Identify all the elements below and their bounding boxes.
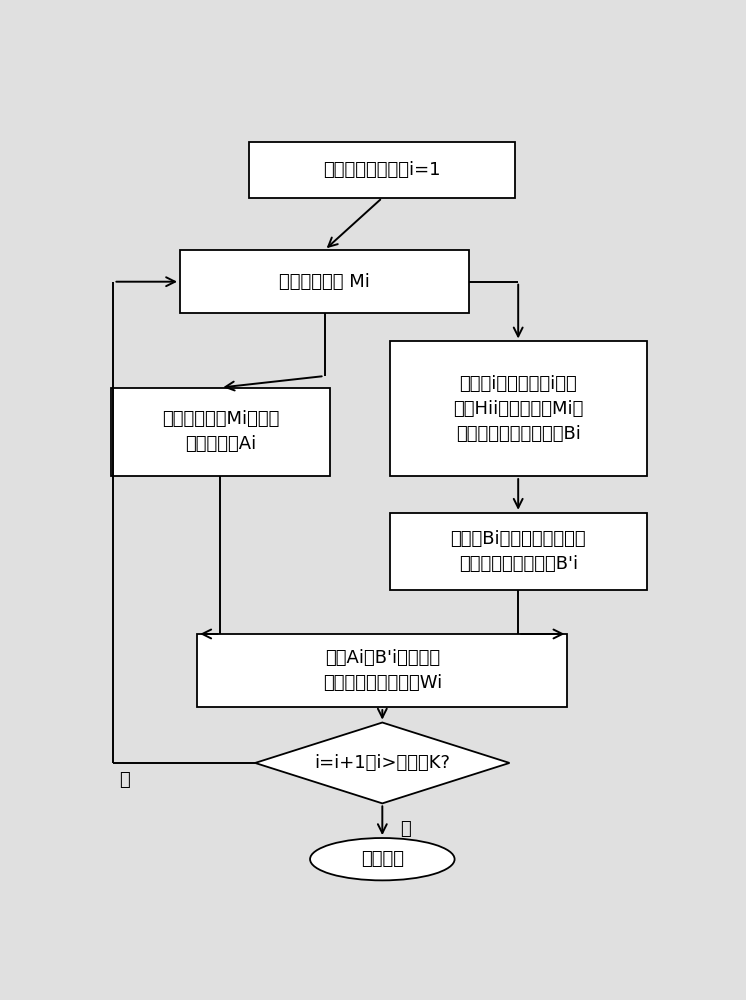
Text: 否: 否	[119, 771, 130, 789]
Text: 初始化：设置变量i=1: 初始化：设置变量i=1	[324, 161, 441, 179]
FancyBboxPatch shape	[389, 341, 647, 476]
Text: 利用Ai和B'i联合求解
得到最优预编码矩阵Wi: 利用Ai和B'i联合求解 得到最优预编码矩阵Wi	[323, 649, 442, 692]
Text: 是: 是	[400, 820, 410, 838]
FancyBboxPatch shape	[180, 250, 469, 313]
Text: 构建联合矩阵 Mi: 构建联合矩阵 Mi	[279, 273, 370, 291]
FancyBboxPatch shape	[197, 634, 568, 707]
FancyBboxPatch shape	[389, 513, 647, 590]
Text: 结束循环: 结束循环	[361, 850, 404, 868]
Ellipse shape	[310, 838, 454, 880]
Text: 把基站i和目标用户i间的
信道Hii正交投影到Mi构
成的线性空间得到矩阵Bi: 把基站i和目标用户i间的 信道Hii正交投影到Mi构 成的线性空间得到矩阵Bi	[453, 375, 583, 443]
Text: 对矩阵Bi各列进行归一化得
到归一化的信道投影B'i: 对矩阵Bi各列进行归一化得 到归一化的信道投影B'i	[451, 530, 586, 573]
Text: 分解联合矩阵Mi，得到
零空间矩阵Ai: 分解联合矩阵Mi，得到 零空间矩阵Ai	[162, 410, 279, 453]
FancyBboxPatch shape	[110, 388, 330, 476]
Polygon shape	[255, 723, 510, 803]
FancyBboxPatch shape	[249, 142, 515, 198]
Text: i=i+1，i>用户数K?: i=i+1，i>用户数K?	[314, 754, 451, 772]
